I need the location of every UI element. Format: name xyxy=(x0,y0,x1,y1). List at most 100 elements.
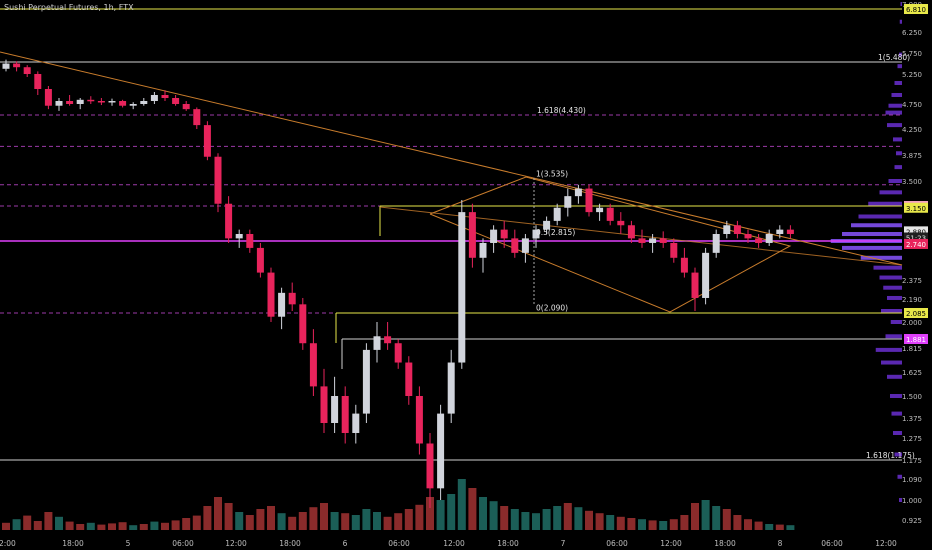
profile-bar xyxy=(894,452,902,457)
candle-body xyxy=(765,234,773,243)
volume-bar xyxy=(55,516,63,530)
profile-bar xyxy=(900,2,902,6)
candle-body xyxy=(776,229,784,234)
volume-bar xyxy=(510,509,519,530)
profile-bar xyxy=(885,110,902,115)
x-tick-label: 12:00 xyxy=(443,539,465,548)
price-label-text: 2.085 xyxy=(906,310,926,318)
price-label-text: 2.880 xyxy=(906,228,926,236)
candle-body xyxy=(182,104,190,110)
x-tick-label: 12:00 xyxy=(875,539,897,548)
x-tick-label: 8 xyxy=(778,539,783,548)
volume-bar xyxy=(701,500,710,530)
x-tick-label: 18:00 xyxy=(497,539,519,548)
volume-bar xyxy=(12,519,21,530)
y-tick-label: 2.000 xyxy=(902,319,922,327)
profile-bar xyxy=(899,19,902,24)
profile-bar xyxy=(899,498,902,502)
candle-body xyxy=(405,362,413,396)
profile-bar xyxy=(858,214,902,219)
fib-label: 1.618(1.175) xyxy=(866,451,915,460)
x-tick-label: 12:00 xyxy=(660,539,682,548)
candle-body xyxy=(267,272,275,317)
horizontal-levels xyxy=(0,8,902,461)
volume-bar xyxy=(203,506,212,530)
volume-bar xyxy=(97,524,106,530)
candle-body xyxy=(55,101,63,106)
volume-bar xyxy=(235,512,244,530)
volume-bar xyxy=(171,520,180,530)
candle-body xyxy=(373,336,381,350)
x-tick-label: 18:00 xyxy=(714,539,736,548)
volume-bar xyxy=(108,523,116,530)
candle-body xyxy=(44,89,52,106)
candle-body xyxy=(596,207,604,213)
channel-upper-line xyxy=(379,206,903,266)
profile-bar xyxy=(891,93,902,97)
candle-body xyxy=(193,109,201,126)
volume-bar xyxy=(616,516,625,530)
profile-bar xyxy=(842,245,902,250)
price-label-box xyxy=(904,226,928,237)
candle-body xyxy=(320,386,328,423)
candle-body xyxy=(172,98,180,104)
candle-body xyxy=(755,238,763,243)
candle-body xyxy=(479,242,487,258)
profile-bar xyxy=(893,137,902,142)
volume-bar xyxy=(2,522,10,530)
candle-body xyxy=(76,99,84,104)
descending-trendline xyxy=(0,51,903,266)
profile-bar xyxy=(888,179,902,183)
time-axis: 12:00 18:00 5 06:00 12:00 18:00 6 06:00 12:00 18:… xyxy=(0,539,897,548)
volume-bar xyxy=(786,525,795,530)
price-label-text: 6.810 xyxy=(906,6,926,14)
volume-bar xyxy=(23,515,32,530)
profile-bar xyxy=(881,360,902,365)
price-label-box xyxy=(904,308,928,318)
x-tick-label: 7 xyxy=(561,539,566,548)
profile-bar xyxy=(868,201,902,206)
volume-bar xyxy=(532,513,540,530)
volume-bar xyxy=(648,520,657,530)
x-tick-label: 06:00 xyxy=(821,539,843,548)
x-tick-label: 6 xyxy=(343,539,348,548)
candle-body xyxy=(702,252,710,298)
candle-body xyxy=(447,362,455,414)
profile-bar xyxy=(879,275,902,280)
volume-bar xyxy=(457,479,466,530)
y-tick-label: 1.275 xyxy=(902,435,922,443)
volume-bar xyxy=(669,519,678,530)
candle-body xyxy=(34,74,42,89)
candle-body xyxy=(352,413,360,433)
candle-body xyxy=(23,67,31,74)
volume-bar xyxy=(214,497,222,530)
candle-body xyxy=(511,238,519,253)
fib-label: 0.5(2.815) xyxy=(536,228,575,237)
candle-body xyxy=(606,207,614,221)
volume-bar xyxy=(182,518,191,530)
volume-bar xyxy=(118,522,127,530)
x-tick-label: 12:00 xyxy=(225,539,247,548)
volume-bar xyxy=(744,519,752,530)
candle-body xyxy=(129,104,137,106)
volume-bar xyxy=(298,512,307,530)
volume-bar xyxy=(542,509,551,530)
volume-bar xyxy=(404,509,413,530)
profile-bar xyxy=(842,232,902,236)
candle-body xyxy=(659,238,667,243)
volume-bar xyxy=(415,504,424,530)
candle-body xyxy=(437,413,445,489)
volume-bar xyxy=(224,503,233,530)
volume-bar xyxy=(341,513,350,530)
candle-body xyxy=(384,336,392,344)
candle-body xyxy=(97,101,105,103)
volume-bar xyxy=(468,488,477,530)
candle-body xyxy=(66,101,74,104)
profile-bar xyxy=(894,81,902,85)
candle-body xyxy=(2,63,10,69)
candle-body xyxy=(543,220,551,230)
fib-label: 1(3.535) xyxy=(536,170,568,179)
candle-body xyxy=(119,101,127,106)
